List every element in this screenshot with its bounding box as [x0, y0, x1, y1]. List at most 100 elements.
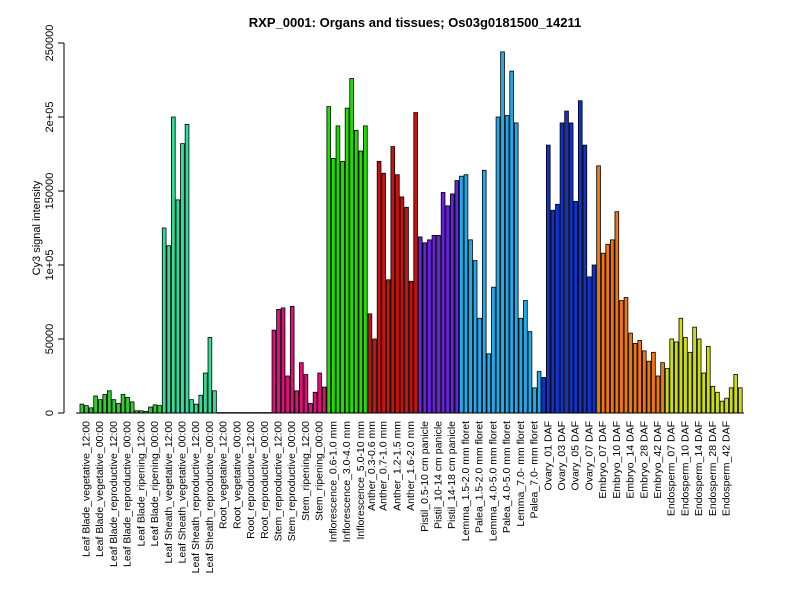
bar — [715, 391, 720, 414]
bar — [97, 399, 103, 414]
x-tick-label: Ovary_05 DAF — [570, 421, 582, 490]
bar — [660, 362, 665, 414]
bar — [518, 317, 524, 414]
x-tick-label: Palea_1.5-2.0 mm floret — [474, 421, 486, 533]
bar — [84, 405, 89, 414]
x-tick-label: Stem_ripening_00:00 — [314, 421, 326, 521]
bar — [664, 368, 670, 414]
bar — [367, 313, 373, 414]
bar — [93, 395, 98, 414]
x-tick-label: Inflorescence_3.0-4.0 mm — [341, 421, 353, 543]
bar — [550, 209, 556, 414]
bar — [107, 390, 112, 414]
x-tick-label: Pistil_0.5-10 cm panicle — [419, 421, 431, 532]
bar — [116, 402, 121, 414]
bar — [468, 239, 473, 414]
bar — [706, 345, 711, 414]
y-tick-label: 250000 — [44, 25, 56, 62]
x-tick-label: Leaf Blade_ripening_00:00 — [149, 421, 161, 547]
x-tick-label: Anther_0.3-0.6 mm — [366, 421, 378, 511]
bar — [321, 386, 327, 414]
bar — [399, 196, 405, 414]
bar — [545, 144, 551, 414]
bar — [317, 372, 322, 414]
x-tick-label: Ovary_01 DAF — [542, 421, 554, 490]
x-tick-label: Leaf Blade_reproductive_00:00 — [122, 421, 134, 567]
x-tick-label: Embryo_28 DAF — [638, 421, 650, 499]
bar — [203, 372, 208, 414]
bar — [459, 175, 464, 414]
bar — [417, 236, 423, 414]
bar — [678, 317, 684, 414]
bar — [404, 206, 409, 414]
bar — [619, 300, 624, 414]
bar — [344, 107, 350, 414]
bar — [331, 158, 336, 414]
bar — [637, 340, 642, 414]
x-tick-label: Inflorescence_0.6-1.0 mm — [327, 421, 339, 543]
bar — [600, 252, 606, 414]
bar — [390, 146, 396, 414]
x-tick-label: Palea_7.0- mm floret — [529, 421, 541, 519]
bar — [161, 227, 167, 414]
bar — [436, 234, 441, 414]
bar — [674, 341, 679, 414]
bar — [555, 203, 560, 414]
bar — [88, 407, 94, 414]
y-tick-label: 2e+05 — [44, 102, 56, 133]
bar — [198, 394, 204, 414]
bar — [651, 351, 656, 414]
x-tick-label: Pistil_10-14 cm panicle — [433, 421, 445, 529]
bar — [701, 372, 706, 414]
bar — [733, 374, 739, 414]
bar — [610, 239, 615, 414]
bar — [212, 390, 217, 414]
x-tick-label: Ovary_03 DAF — [556, 421, 568, 490]
bar — [696, 338, 702, 414]
bar — [111, 399, 117, 414]
bar — [628, 332, 633, 414]
bar — [495, 116, 501, 414]
bar — [79, 403, 85, 414]
bar — [184, 124, 190, 414]
x-tick-label: Leaf Sheath_vegetative_12:00 — [163, 421, 175, 564]
y-tick-label: 150000 — [44, 173, 56, 210]
bar — [349, 78, 354, 414]
bar — [376, 160, 382, 414]
bar — [152, 404, 158, 414]
bar — [655, 375, 661, 414]
x-tick-label: Leaf Sheath_reproductive_00:00 — [204, 421, 216, 574]
x-tick-label: Embryo_14 DAF — [625, 421, 637, 499]
bar — [340, 160, 345, 414]
bar — [710, 385, 716, 414]
bar — [294, 390, 300, 414]
bar — [573, 200, 578, 414]
bar — [738, 387, 743, 414]
bar — [427, 239, 432, 414]
bar — [481, 169, 487, 414]
x-tick-label: Ovary_07 DAF — [583, 421, 595, 490]
bar — [276, 308, 281, 414]
bar — [728, 387, 734, 414]
bar — [536, 371, 542, 414]
bar — [568, 122, 574, 414]
bar — [582, 144, 588, 414]
x-tick-label: Leaf Sheath_reproductive_12:00 — [190, 421, 202, 574]
bar — [632, 343, 638, 414]
bar — [280, 307, 286, 414]
x-tick-label: Root_vegetative_12:00 — [218, 421, 230, 529]
bar — [271, 329, 277, 414]
bar — [532, 387, 537, 414]
bar — [559, 122, 565, 414]
bar — [303, 374, 309, 414]
x-tick-label: Lemma_7.0- mm floret — [515, 421, 527, 527]
bar — [157, 405, 162, 414]
bar — [577, 100, 583, 414]
x-tick-label: Anther_1.6-2.0 mm — [405, 421, 417, 511]
bar — [148, 406, 153, 414]
bar — [120, 394, 126, 414]
bar — [605, 243, 610, 414]
bar — [395, 174, 400, 414]
bar — [207, 337, 213, 414]
